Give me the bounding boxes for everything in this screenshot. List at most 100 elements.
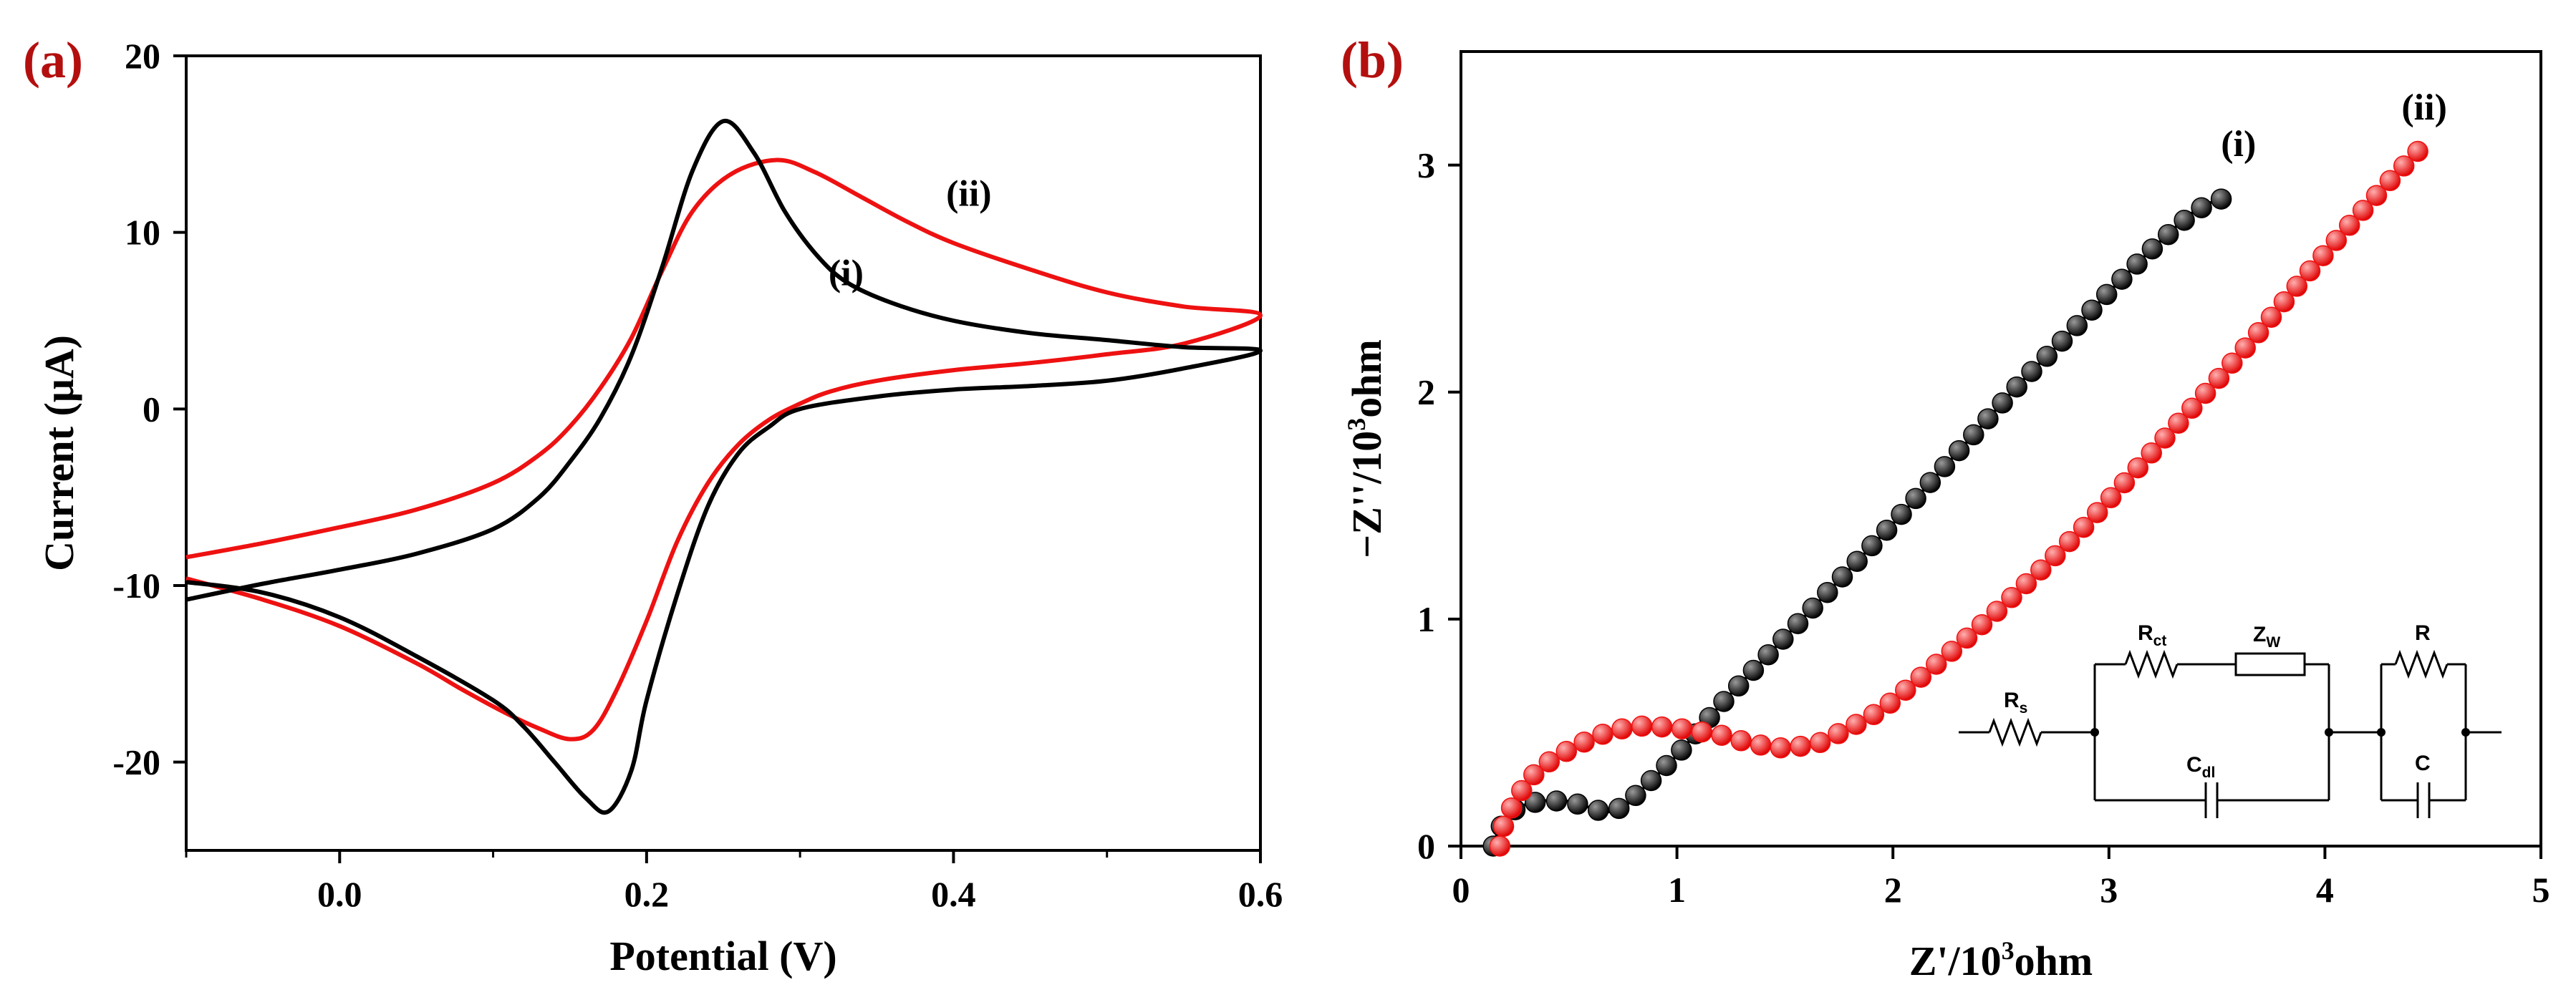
data-point <box>2194 382 2216 404</box>
data-point <box>2030 559 2052 581</box>
data-point <box>1511 780 1533 802</box>
x-tick-label: 0.0 <box>317 874 362 914</box>
x-tick-label: 0 <box>1452 870 1470 910</box>
data-point <box>1500 797 1523 819</box>
data-point <box>1671 718 1693 739</box>
data-point <box>1671 739 1692 761</box>
data-point <box>2208 367 2230 389</box>
data-point <box>2379 170 2401 192</box>
data-point <box>2222 352 2243 374</box>
data-point <box>1802 597 1823 619</box>
y-tick-label: 0 <box>143 389 160 429</box>
data-point <box>1730 730 1752 752</box>
panel-b-label: (b) <box>1341 31 1404 89</box>
panel-a-cv-chart: (a) 0.0 0.2 0.4 0.6 20 10 0 -10 -20 (i) (ii) Pot… <box>23 31 1283 979</box>
data-point <box>1625 785 1646 807</box>
x-tick-label: 0.4 <box>931 874 976 914</box>
panel-b-eis-chart: (b) 0 1 2 3 4 5 0 1 2 3 (i) (ii) Z'/103ohm −Z''/1… <box>1341 31 2550 984</box>
x-tick-label: 5 <box>2532 870 2550 910</box>
data-point <box>2036 346 2058 367</box>
data-point <box>1846 550 1868 572</box>
data-point <box>1879 692 1901 714</box>
data-point <box>1608 797 1630 820</box>
data-point <box>1831 566 1853 588</box>
data-point <box>2095 283 2118 306</box>
data-point <box>1545 790 1568 812</box>
data-point <box>2393 155 2415 177</box>
data-point <box>1523 764 1545 786</box>
circuit-node <box>2461 728 2470 737</box>
y-tick-label: 1 <box>1417 599 1435 639</box>
data-point <box>1861 535 1883 557</box>
y-tick-label: 0 <box>1417 826 1435 866</box>
data-point <box>2073 516 2095 538</box>
data-point <box>2111 268 2133 290</box>
data-point <box>1963 424 1984 446</box>
data-point <box>1691 721 1713 743</box>
circuit-node <box>2090 728 2099 737</box>
data-point <box>1640 769 1662 792</box>
data-point <box>2006 376 2027 398</box>
curve-label-ii: (ii) <box>2401 87 2447 128</box>
label-rct: Rct <box>2138 621 2166 649</box>
data-point <box>1750 734 1772 756</box>
data-point <box>1986 601 2008 622</box>
data-point <box>1611 718 1633 740</box>
data-point <box>2001 587 2022 608</box>
y-tick-label: 10 <box>125 213 160 253</box>
data-point <box>1787 613 1809 634</box>
resistor-rs-icon <box>1988 717 2042 747</box>
x-tick-label: 4 <box>2316 870 2334 910</box>
cv-curve-ii <box>185 157 1263 742</box>
data-point <box>1587 800 1609 821</box>
data-point <box>1757 644 1779 666</box>
y-tick-label: -20 <box>112 742 160 782</box>
label-rs: Rs <box>2004 689 2027 717</box>
data-point <box>2154 427 2176 449</box>
y-tick-label: 3 <box>1417 145 1435 185</box>
data-point <box>2127 457 2149 479</box>
data-point <box>1524 792 1546 813</box>
data-point <box>2168 412 2189 434</box>
data-point <box>1846 714 1867 735</box>
panel-b-plot-frame <box>1460 50 2542 848</box>
data-point <box>1926 654 1947 675</box>
equivalent-circuit-inset <box>1959 649 2502 818</box>
circuit-node <box>2325 728 2333 737</box>
data-point <box>1770 737 1792 759</box>
data-point <box>1828 723 1849 744</box>
data-point <box>1876 519 1898 541</box>
circuit-labels: Rs Rct ZW Cdl R C <box>2004 621 2431 781</box>
y-tick-label: -10 <box>112 565 160 606</box>
data-point <box>2058 530 2080 553</box>
data-point <box>2015 573 2037 595</box>
panel-a-y-axis-title: Current (μA) <box>36 335 82 571</box>
data-point <box>2141 238 2163 260</box>
data-point <box>1790 735 1811 757</box>
resistor-r-icon <box>2394 649 2449 679</box>
x-tick-label: 0.2 <box>624 874 670 914</box>
label-cdl: Cdl <box>2186 753 2215 781</box>
data-point <box>1817 581 1838 603</box>
nyquist-points-i <box>1482 188 2232 857</box>
panel-b-x-axis: 0 1 2 3 4 5 <box>1452 846 2550 910</box>
data-point <box>1711 724 1732 746</box>
data-point <box>2234 337 2256 359</box>
nyquist-line-ii <box>1498 150 2419 847</box>
data-point <box>2352 200 2374 221</box>
data-point <box>1567 793 1588 815</box>
x-tick-label: 0.6 <box>1238 874 1283 914</box>
data-point <box>2210 188 2232 210</box>
data-point <box>2051 330 2073 352</box>
data-point <box>2365 185 2388 206</box>
data-point <box>2086 502 2108 523</box>
data-point <box>1651 716 1673 738</box>
data-point <box>2247 322 2269 344</box>
panel-a-plot-frame <box>185 54 1262 852</box>
data-point <box>1910 666 1932 688</box>
data-point <box>1631 715 1653 737</box>
data-point <box>2141 442 2162 464</box>
x-tick-label: 1 <box>1668 870 1686 910</box>
data-point <box>2081 299 2103 321</box>
cv-curve-i <box>185 119 1263 815</box>
